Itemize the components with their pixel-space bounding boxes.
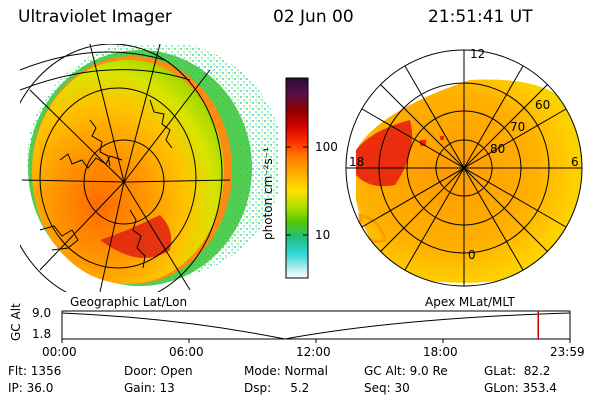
left-auroral-image [20, 44, 278, 292]
time-tick-2359: 23:59 [550, 345, 585, 359]
status-dsp: Dsp: 5.2 [244, 381, 310, 395]
right-polar-image [345, 49, 583, 287]
colorbar-tick-10: 10 [315, 228, 331, 242]
image-date: 02 Jun 00 [273, 7, 354, 27]
status-mode: Mode: Normal [244, 364, 328, 378]
time-tick-1800: 18:00 [423, 345, 458, 359]
status-door: Door: Open [124, 364, 193, 378]
status-glon: GLon: 353.4 [484, 381, 557, 395]
right-panel-label: Apex MLat/MLT [425, 295, 515, 309]
mlat-label-60: 60 [535, 98, 551, 112]
mlt-label-18: 18 [349, 155, 365, 169]
colorbar-tick-100: 100 [315, 140, 338, 154]
status-ip: IP: 36.0 [8, 381, 54, 395]
time-tick-0600: 06:00 [169, 345, 204, 359]
mlt-label-6: 6 [571, 155, 579, 169]
status-glat: GLat: 82.2 [484, 364, 551, 378]
colorbar-unit-label: photon cm⁻²s⁻¹ [261, 147, 275, 240]
altitude-plot [61, 310, 571, 343]
time-tick-0000: 00:00 [42, 345, 77, 359]
image-time: 21:51:41 UT [428, 7, 533, 27]
time-tick-1200: 12:00 [296, 345, 331, 359]
status-seq: Seq: 30 [364, 381, 410, 395]
altitude-axis-label: GC Alt [9, 303, 23, 341]
mlat-label-80: 80 [490, 142, 506, 156]
status-gain: Gain: 13 [124, 381, 175, 395]
altitude-tick-9: 9.0 [32, 306, 52, 320]
colorbar [285, 77, 309, 279]
altitude-tick-1-8: 1.8 [32, 327, 52, 341]
instrument-title: Ultraviolet Imager [18, 7, 172, 27]
status-flight: Flt: 1356 [8, 364, 62, 378]
left-panel-label: Geographic Lat/Lon [70, 295, 188, 309]
mlt-label-0: 0 [468, 248, 476, 262]
mlat-label-70: 70 [510, 120, 526, 134]
status-gc-alt: GC Alt: 9.0 Re [364, 364, 448, 378]
mlt-label-12: 12 [470, 47, 486, 61]
